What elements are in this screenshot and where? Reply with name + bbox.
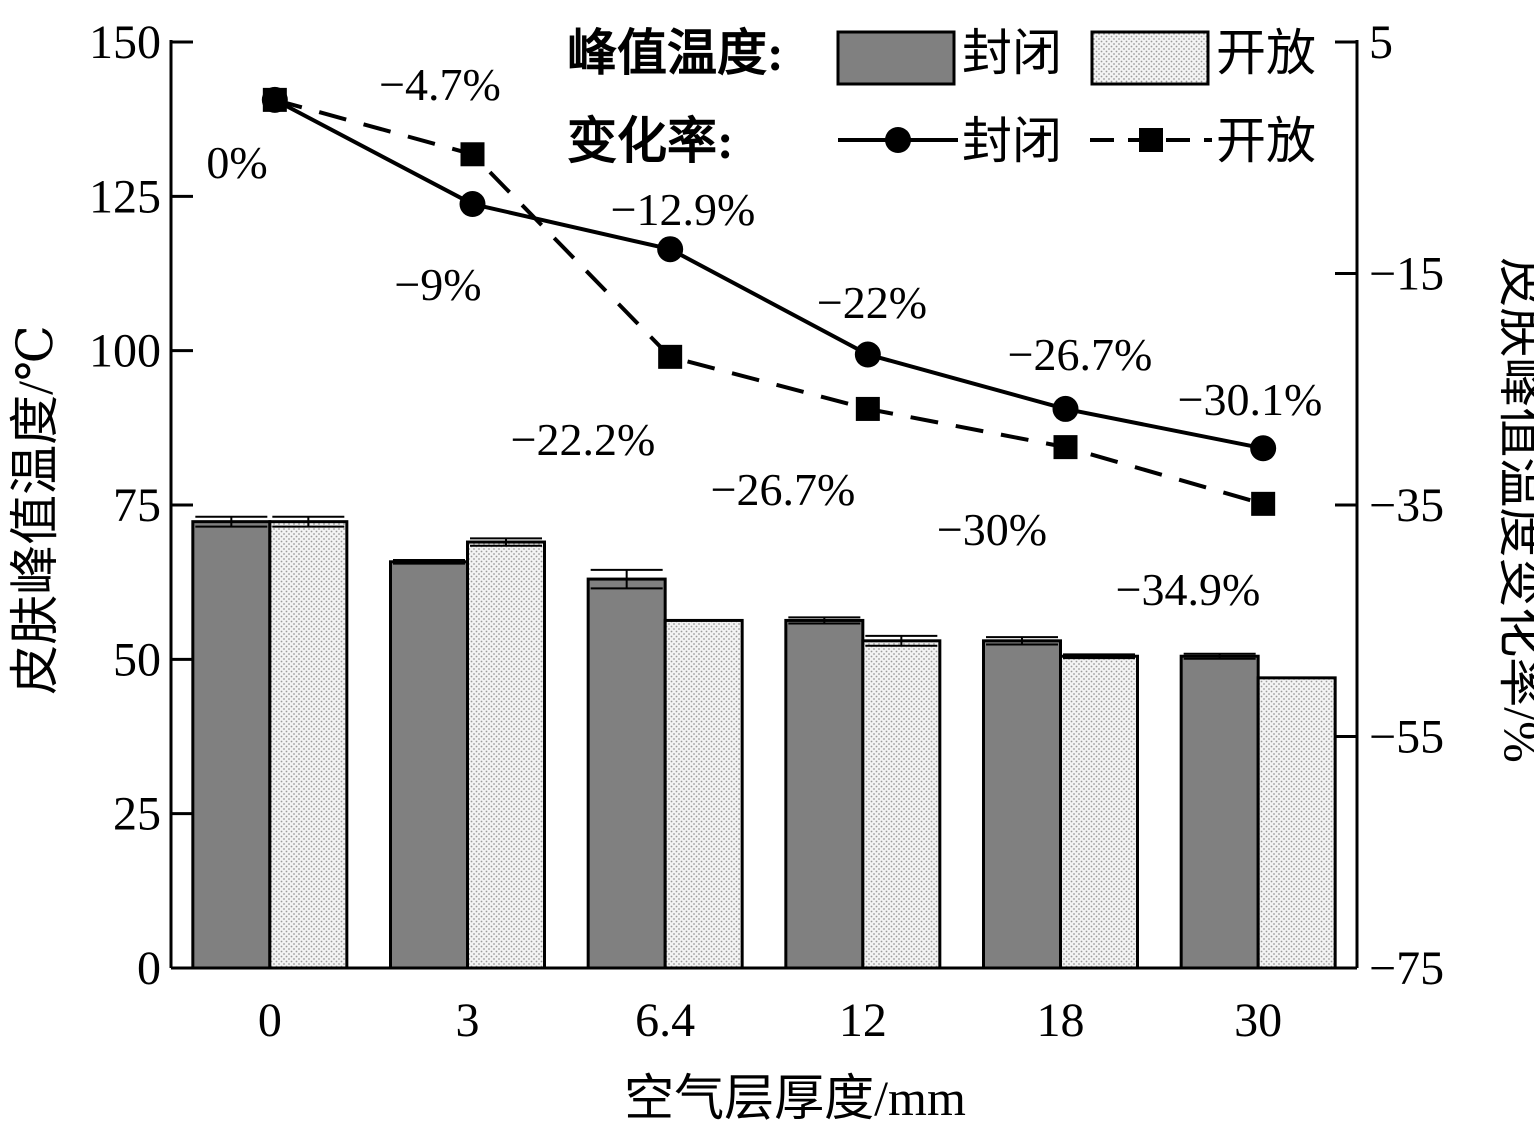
bar-open-5 [1256, 676, 1337, 970]
point-closed-5 [1250, 435, 1277, 462]
legend-group-bar: 峰值温度: [567, 25, 784, 81]
x-tick-label-0: 0 [258, 994, 282, 1047]
bar-open-1 [466, 540, 546, 970]
y-right-tick-label--75: −75 [1369, 942, 1444, 995]
y-tick-label-25: 25 [113, 788, 161, 841]
bar-closed-0 [191, 520, 272, 970]
bar-closed-4 [982, 639, 1062, 970]
data-label-closed-5: −30.1% [1178, 374, 1323, 425]
y-tick-label-75: 75 [113, 479, 161, 532]
y-tick-label-150: 150 [89, 16, 161, 69]
x-tick-label-1: 3 [456, 994, 480, 1047]
y-tick-label-50: 50 [113, 633, 161, 686]
point-open-3 [855, 396, 880, 421]
bar-open-2 [663, 618, 744, 970]
point-closed-2 [657, 236, 684, 263]
point-open-4 [1053, 435, 1078, 460]
y-tick-label-0: 0 [137, 942, 161, 995]
legend-marker-closed [885, 127, 911, 153]
y-axis-right-label: 皮肤峰值温度变化率/% [1494, 257, 1534, 763]
legend-closed-line-label: 封闭 [962, 113, 1062, 169]
point-closed-1 [459, 191, 486, 218]
data-label-open-5: −34.9% [1116, 564, 1261, 615]
data-label-closed-2: −12.9% [611, 184, 756, 235]
legend-closed-bar-label: 封闭 [962, 25, 1062, 81]
x-tick-label-4: 18 [1037, 994, 1085, 1047]
data-label-open-1: −4.7% [379, 59, 501, 110]
line-open [274, 97, 1264, 506]
point-closed-3 [854, 341, 881, 368]
y-axis-label: 皮肤峰值温度/℃ [7, 325, 63, 695]
point-closed-0 [261, 86, 288, 113]
y-right-tick-label--15: −15 [1369, 248, 1444, 301]
bar-closed-1 [389, 560, 469, 970]
point-open-1 [460, 142, 485, 167]
y-tick-label-125: 125 [89, 170, 161, 223]
x-tick-label-3: 12 [839, 994, 887, 1047]
bar-closed-3 [784, 618, 865, 970]
bar-open-3 [861, 639, 942, 970]
y-right-tick-label-5: 5 [1369, 16, 1393, 69]
data-label-closed-1: −9% [394, 259, 481, 310]
data-label-closed-0: 0% [206, 137, 267, 188]
point-open-5 [1251, 491, 1276, 516]
legend-swatch-open [1090, 30, 1210, 86]
legend-group-line: 变化率: [567, 113, 734, 169]
y-right-tick-label--55: −55 [1369, 711, 1444, 764]
data-label-closed-4: −26.7% [1008, 329, 1153, 380]
x-tick-label-2: 6.4 [635, 994, 695, 1047]
data-label-closed-3: −22% [817, 277, 927, 328]
legend-open-line-label: 开放 [1216, 113, 1316, 169]
bar-open-4 [1059, 654, 1139, 970]
bar-open-0 [268, 520, 349, 970]
x-axis-label: 空气层厚度/mm [624, 1070, 966, 1126]
legend-open-bar-label: 开放 [1216, 25, 1316, 81]
line-closed [273, 98, 1264, 451]
point-closed-4 [1052, 395, 1079, 422]
legend: 峰值温度: 封闭 开放 变化率: 封闭 开放 [567, 25, 1316, 169]
bar-closed-2 [586, 577, 667, 970]
data-label-open-2: −22.2% [511, 414, 656, 465]
bar-closed-5 [1179, 654, 1260, 970]
x-tick-label-5: 30 [1234, 994, 1282, 1047]
y-tick-label-100: 100 [89, 325, 161, 378]
data-label-open-4: −30% [937, 504, 1047, 555]
data-label-open-3: −26.7% [711, 464, 856, 515]
legend-swatch-closed [836, 30, 956, 86]
y-right-tick-label--35: −35 [1369, 479, 1444, 532]
point-open-2 [658, 344, 683, 369]
legend-marker-open [1139, 128, 1163, 152]
